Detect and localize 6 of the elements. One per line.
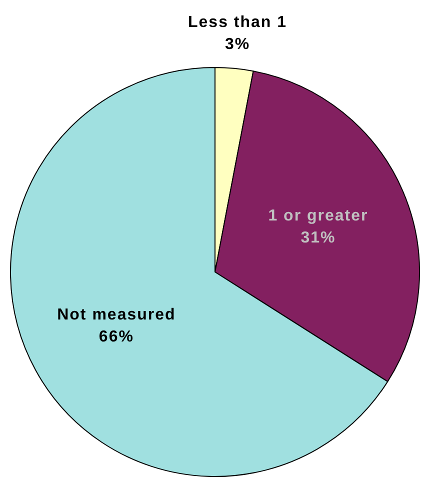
slice-label: Less than 1 [188, 14, 288, 32]
data-label: 3% [224, 36, 250, 54]
data-label: 66% [98, 328, 134, 346]
data-label: 31% [300, 230, 336, 247]
slice-label: 1 or greater [268, 208, 368, 225]
slice-label: Not measured [57, 306, 176, 324]
